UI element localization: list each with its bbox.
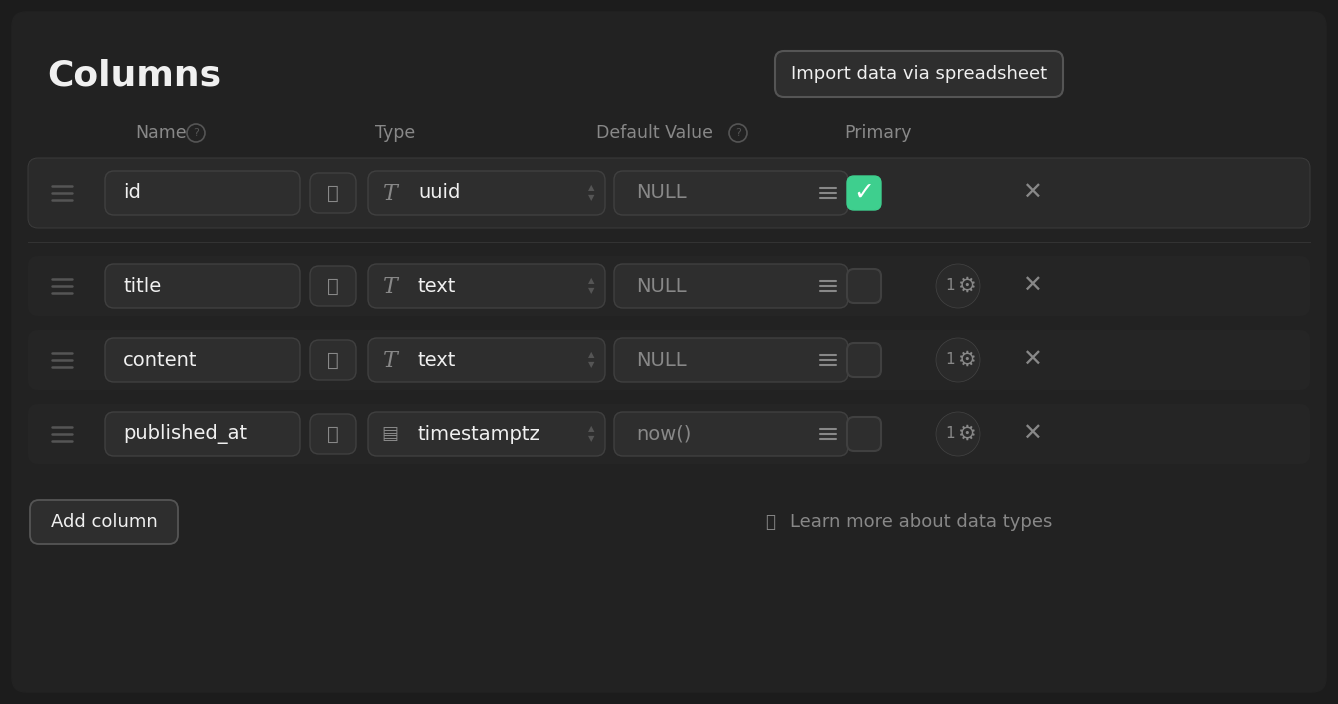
FancyBboxPatch shape: [28, 256, 1310, 316]
Circle shape: [937, 338, 979, 382]
Text: text: text: [417, 351, 456, 370]
Text: T: T: [383, 276, 397, 298]
Circle shape: [937, 412, 979, 456]
Text: T: T: [383, 350, 397, 372]
FancyBboxPatch shape: [775, 51, 1062, 97]
Text: ✕: ✕: [1022, 274, 1042, 298]
Text: ⚙: ⚙: [957, 350, 975, 370]
Text: T: T: [383, 183, 397, 205]
FancyBboxPatch shape: [847, 343, 880, 377]
Text: ?: ?: [735, 128, 741, 138]
FancyBboxPatch shape: [614, 171, 848, 215]
FancyBboxPatch shape: [847, 269, 880, 303]
Text: NULL: NULL: [636, 184, 686, 203]
FancyBboxPatch shape: [310, 266, 356, 306]
FancyBboxPatch shape: [368, 171, 605, 215]
FancyBboxPatch shape: [614, 412, 848, 456]
Text: content: content: [123, 351, 198, 370]
Text: ✓: ✓: [854, 181, 875, 205]
FancyBboxPatch shape: [847, 176, 880, 210]
Text: id: id: [123, 184, 140, 203]
Text: title: title: [123, 277, 162, 296]
FancyBboxPatch shape: [28, 158, 1310, 228]
Text: text: text: [417, 277, 456, 296]
Text: ✕: ✕: [1022, 422, 1042, 446]
Text: ✕: ✕: [1022, 348, 1042, 372]
FancyBboxPatch shape: [104, 338, 300, 382]
Text: ▲: ▲: [587, 425, 594, 434]
Text: ▲: ▲: [587, 351, 594, 360]
Text: ⛓: ⛓: [326, 351, 339, 370]
FancyBboxPatch shape: [310, 173, 356, 213]
Text: ⛓: ⛓: [326, 277, 339, 296]
Text: published_at: published_at: [123, 424, 248, 444]
FancyBboxPatch shape: [104, 264, 300, 308]
Text: Columns: Columns: [47, 58, 221, 92]
Text: Import data via spreadsheet: Import data via spreadsheet: [791, 65, 1048, 83]
Text: ▲: ▲: [587, 184, 594, 192]
Text: 1: 1: [945, 279, 955, 294]
Text: Add column: Add column: [51, 513, 158, 531]
Text: uuid: uuid: [417, 184, 460, 203]
Text: Type: Type: [375, 124, 415, 142]
Text: now(): now(): [636, 425, 692, 444]
Text: ✕: ✕: [1022, 181, 1042, 205]
Text: 1: 1: [945, 427, 955, 441]
Text: NULL: NULL: [636, 277, 686, 296]
FancyBboxPatch shape: [368, 338, 605, 382]
Text: ⚙: ⚙: [957, 276, 975, 296]
Circle shape: [187, 124, 205, 142]
Text: ⚙: ⚙: [957, 424, 975, 444]
FancyBboxPatch shape: [847, 417, 880, 451]
Text: ▼: ▼: [587, 360, 594, 370]
FancyBboxPatch shape: [310, 414, 356, 454]
FancyBboxPatch shape: [28, 404, 1310, 464]
FancyBboxPatch shape: [104, 412, 300, 456]
Text: ⎋: ⎋: [765, 513, 775, 531]
Text: ⛓: ⛓: [326, 425, 339, 444]
FancyBboxPatch shape: [12, 12, 1326, 692]
Text: ?: ?: [193, 128, 199, 138]
Circle shape: [729, 124, 747, 142]
Text: Default Value: Default Value: [597, 124, 713, 142]
Text: ▼: ▼: [587, 287, 594, 296]
FancyBboxPatch shape: [614, 338, 848, 382]
FancyBboxPatch shape: [104, 171, 300, 215]
Text: ▲: ▲: [587, 277, 594, 286]
FancyBboxPatch shape: [368, 264, 605, 308]
Text: NULL: NULL: [636, 351, 686, 370]
Text: Name: Name: [135, 124, 186, 142]
FancyBboxPatch shape: [614, 264, 848, 308]
FancyBboxPatch shape: [310, 340, 356, 380]
Text: ▤: ▤: [381, 425, 399, 443]
Text: ▼: ▼: [587, 194, 594, 203]
Circle shape: [937, 264, 979, 308]
Text: Learn more about data types: Learn more about data types: [789, 513, 1053, 531]
FancyBboxPatch shape: [29, 500, 178, 544]
Text: timestamptz: timestamptz: [417, 425, 541, 444]
Text: 1: 1: [945, 353, 955, 367]
Text: ▼: ▼: [587, 434, 594, 444]
FancyBboxPatch shape: [28, 330, 1310, 390]
Text: Primary: Primary: [844, 124, 911, 142]
Text: ⛓: ⛓: [326, 184, 339, 203]
FancyBboxPatch shape: [368, 412, 605, 456]
